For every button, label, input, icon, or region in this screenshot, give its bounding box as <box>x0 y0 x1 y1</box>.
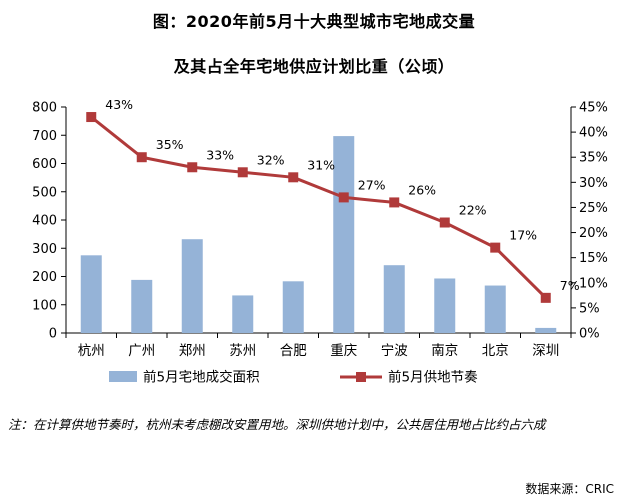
y-right-tick-label: 0% <box>579 327 600 342</box>
chart-title-line-2: 及其占全年宅地供应计划比重（公顷） <box>173 57 455 76</box>
supply-pace-marker <box>338 192 349 203</box>
x-tick-label: 南京 <box>431 343 458 359</box>
y-left-tick-label: 600 <box>32 157 57 172</box>
legend-bar-label: 前5月宅地成交面积 <box>143 369 260 386</box>
y-right-tick-label: 25% <box>579 201 608 216</box>
legend-line-label: 前5月供地节奏 <box>388 369 478 386</box>
bar-广州 <box>131 279 153 333</box>
y-right-tick-label: 30% <box>579 176 608 191</box>
y-left-tick-label: 400 <box>32 214 57 229</box>
bar-郑州 <box>181 239 203 333</box>
supply-pace-marker <box>187 162 198 173</box>
supply-pace-marker <box>490 242 501 253</box>
x-tick-label: 郑州 <box>179 343 206 359</box>
supply-pace-marker <box>288 172 299 183</box>
supply-pace-data-label: 22% <box>459 203 487 218</box>
x-tick-label: 广州 <box>128 343 155 359</box>
supply-pace-marker <box>136 152 147 163</box>
y-right-tick-label: 40% <box>579 126 608 141</box>
supply-pace-data-label: 17% <box>509 228 537 243</box>
supply-pace-marker <box>86 112 97 123</box>
y-left-tick-label: 700 <box>32 129 57 144</box>
x-tick-label: 深圳 <box>532 343 559 359</box>
legend-bar-swatch <box>109 371 137 382</box>
supply-pace-marker <box>439 217 450 228</box>
y-right-tick-label: 5% <box>579 301 600 316</box>
y-right-tick-label: 45% <box>579 101 608 116</box>
supply-pace-data-label: 32% <box>257 152 285 167</box>
legend-line-marker <box>356 372 366 382</box>
supply-pace-data-label: 35% <box>156 137 184 152</box>
supply-pace-marker <box>389 197 400 208</box>
bar-合肥 <box>282 281 304 333</box>
y-left-tick-label: 200 <box>32 270 57 285</box>
x-tick-label: 苏州 <box>229 343 256 359</box>
combo-chart: 0 100 200 300 400 500 600 700 800 0% 5% 10% 15% 20% 25… <box>32 97 608 386</box>
y-left-tick-label: 500 <box>32 185 57 200</box>
bar-深圳 <box>535 327 557 333</box>
y-left-tick-label: 100 <box>32 298 57 313</box>
x-tick-label: 北京 <box>482 343 509 359</box>
supply-pace-data-label: 26% <box>408 182 436 197</box>
chart-footnote: 注：在计算供地节奏时，杭州未考虑棚改安置用地。深圳供地计划中，公共居住用地占比约… <box>8 417 546 432</box>
bar-北京 <box>484 285 506 333</box>
supply-pace-data-label: 43% <box>105 97 133 112</box>
x-tick-label: 杭州 <box>78 343 105 359</box>
x-tick-label: 合肥 <box>280 343 307 359</box>
supply-pace-marker <box>540 292 551 303</box>
bar-南京 <box>434 278 456 333</box>
y-right-tick-label: 15% <box>579 251 608 266</box>
y-left-tick-label: 300 <box>32 242 57 257</box>
bar-宁波 <box>383 265 405 333</box>
data-source: 数据来源：CRIC <box>525 482 614 496</box>
bar-苏州 <box>232 295 254 333</box>
y-left-tick-label: 800 <box>32 101 57 116</box>
y-right-tick-label: 10% <box>579 276 608 291</box>
y-left-tick-label: 0 <box>49 327 57 342</box>
y-right-tick-label: 20% <box>579 226 608 241</box>
supply-pace-line <box>90 115 547 299</box>
bar-杭州 <box>80 255 102 333</box>
bar-重庆 <box>333 136 355 333</box>
supply-pace-data-label: 7% <box>560 278 580 293</box>
chart-title-line-1: 图：2020年前5月十大典型城市宅地成交量 <box>152 12 476 31</box>
supply-pace-data-label: 27% <box>358 177 386 192</box>
x-tick-label: 宁波 <box>381 342 408 359</box>
x-tick-label: 重庆 <box>330 343 357 359</box>
supply-pace-data-label: 33% <box>206 147 234 162</box>
supply-pace-marker <box>237 167 248 178</box>
supply-pace-data-label: 31% <box>307 157 335 172</box>
y-right-tick-label: 35% <box>579 151 608 166</box>
